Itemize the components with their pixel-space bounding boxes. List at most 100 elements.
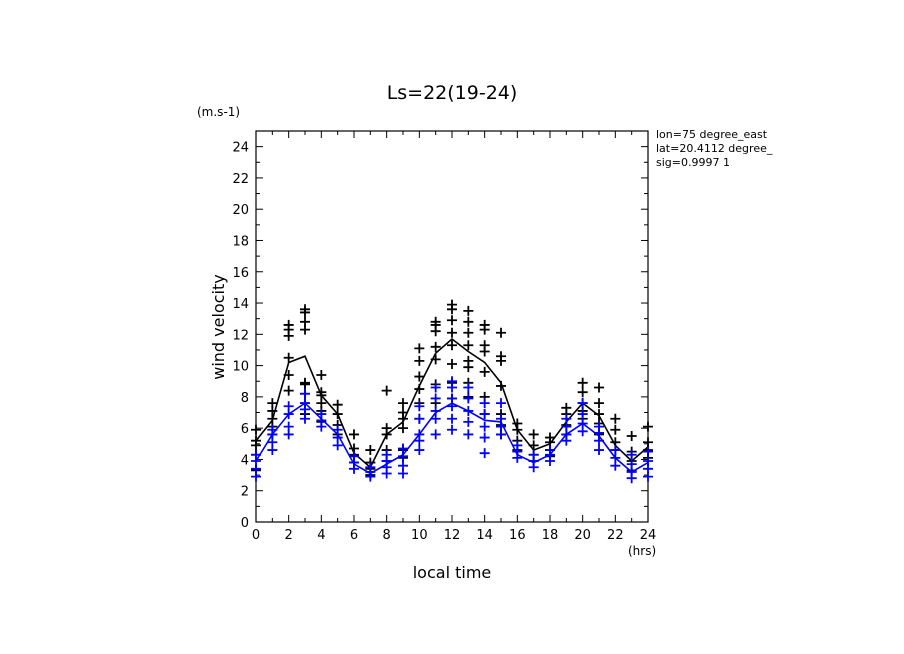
blue-series-point [414,413,425,424]
black-series-point [463,305,474,316]
black-series-point [267,398,278,409]
black-series-point [414,343,425,354]
black-series-point [643,437,653,448]
black-series-point [528,429,539,440]
black-series-point [316,369,327,380]
x-unit-label: (hrs) [628,544,656,558]
blue-series-point [283,421,294,432]
blue-series-point [463,393,474,404]
y-tick-label: 10 [232,360,249,375]
black-series-point [512,418,523,429]
y-tick-label: 4 [241,453,249,468]
blue-series-point [463,416,474,427]
x-tick-label: 22 [607,528,624,543]
blue-series-point [479,448,490,459]
blue-series-point [594,421,604,432]
black-series-point [300,316,310,327]
blue-series-point [479,398,490,409]
black-series-point [594,409,604,420]
black-series-point [283,319,294,330]
blue-series-point [381,449,392,460]
black-series-point [430,316,441,327]
info-line-lat: lat=20.4112 degree_ [656,142,773,155]
black-series-point [349,429,359,440]
blue-series-point [398,443,408,454]
blue-series-point [332,424,343,435]
black-series-point [561,402,572,413]
blue-series-point [479,409,490,420]
blue-series-point [283,401,294,412]
x-tick-label: 0 [252,528,260,543]
black-series-point [365,445,376,456]
y-tick-label: 0 [241,516,249,531]
black-series-point [594,382,604,393]
blue-series-point [577,398,588,409]
x-tick-label: 18 [542,528,559,543]
black-series-point [463,340,474,351]
black-series-point [414,371,425,382]
blue-series-point [398,460,408,471]
black-series-point [447,327,457,338]
blue-series-point [365,462,376,473]
x-tick-label: 24 [640,528,657,543]
y-tick-label: 24 [232,141,249,156]
black-series-point [447,359,457,370]
blue-series-point [479,432,490,443]
blue-series-point [447,413,457,424]
black-series-point [447,340,457,351]
y-tick-label: 20 [232,203,249,218]
x-tick-label: 2 [285,528,293,543]
blue-series-point [594,445,604,456]
y-tick-label: 6 [241,422,249,437]
black-series-point [381,423,392,434]
x-tick-label: 4 [317,528,325,543]
blue-series-point [463,429,474,440]
black-series-point [594,398,604,409]
blue-series-point [496,398,506,409]
blue-series-point [447,376,457,387]
info-line-sig: sig=0.9997 1 [656,156,730,169]
blue-series-line [255,402,649,475]
blue-series-point [643,446,653,457]
y-tick-label: 16 [232,266,249,281]
blue-series-point [463,382,474,393]
black-series-point [463,327,474,338]
black-series-point [251,424,261,435]
y-tick-label: 22 [232,172,249,187]
y-tick-label: 2 [241,485,249,500]
black-series-point [577,387,588,398]
black-series-point [414,355,425,366]
blue-series-point [528,449,539,460]
blue-series-point [626,449,637,460]
blue-series-point [414,445,425,456]
y-axis-title: wind velocity [209,274,228,379]
blue-series-point [300,388,310,399]
blue-series-point [430,429,441,440]
black-series-point [430,341,441,352]
blue-series-point [430,393,441,404]
x-tick-label: 10 [411,528,428,543]
x-axis-title: local time [413,563,492,582]
black-series-point [479,319,490,330]
y-unit-label: (m.s-1) [197,105,240,119]
y-tick-label: 18 [232,234,249,249]
y-tick-label: 8 [241,391,249,406]
x-tick-label: 6 [350,528,358,543]
black-series-point [610,424,621,435]
blue-series-point [610,445,621,456]
blue-series-point [577,409,588,420]
blue-series-point [316,409,327,420]
black-series-point [300,377,310,388]
blue-series-point [626,459,637,470]
black-series-point [577,377,588,388]
plot-area: 0 2 4 6 8 10 12 14 16 18 20 22 240246810121416182022… [232,130,657,543]
x-tick-label: 8 [383,528,391,543]
black-series-point [463,355,474,366]
black-series-point [447,299,457,310]
black-series-point [463,316,474,327]
info-line-lon: lon=75 degree_east [656,128,768,141]
black-series-point [381,385,392,396]
black-series-point [479,340,490,351]
black-series-point [398,407,408,418]
